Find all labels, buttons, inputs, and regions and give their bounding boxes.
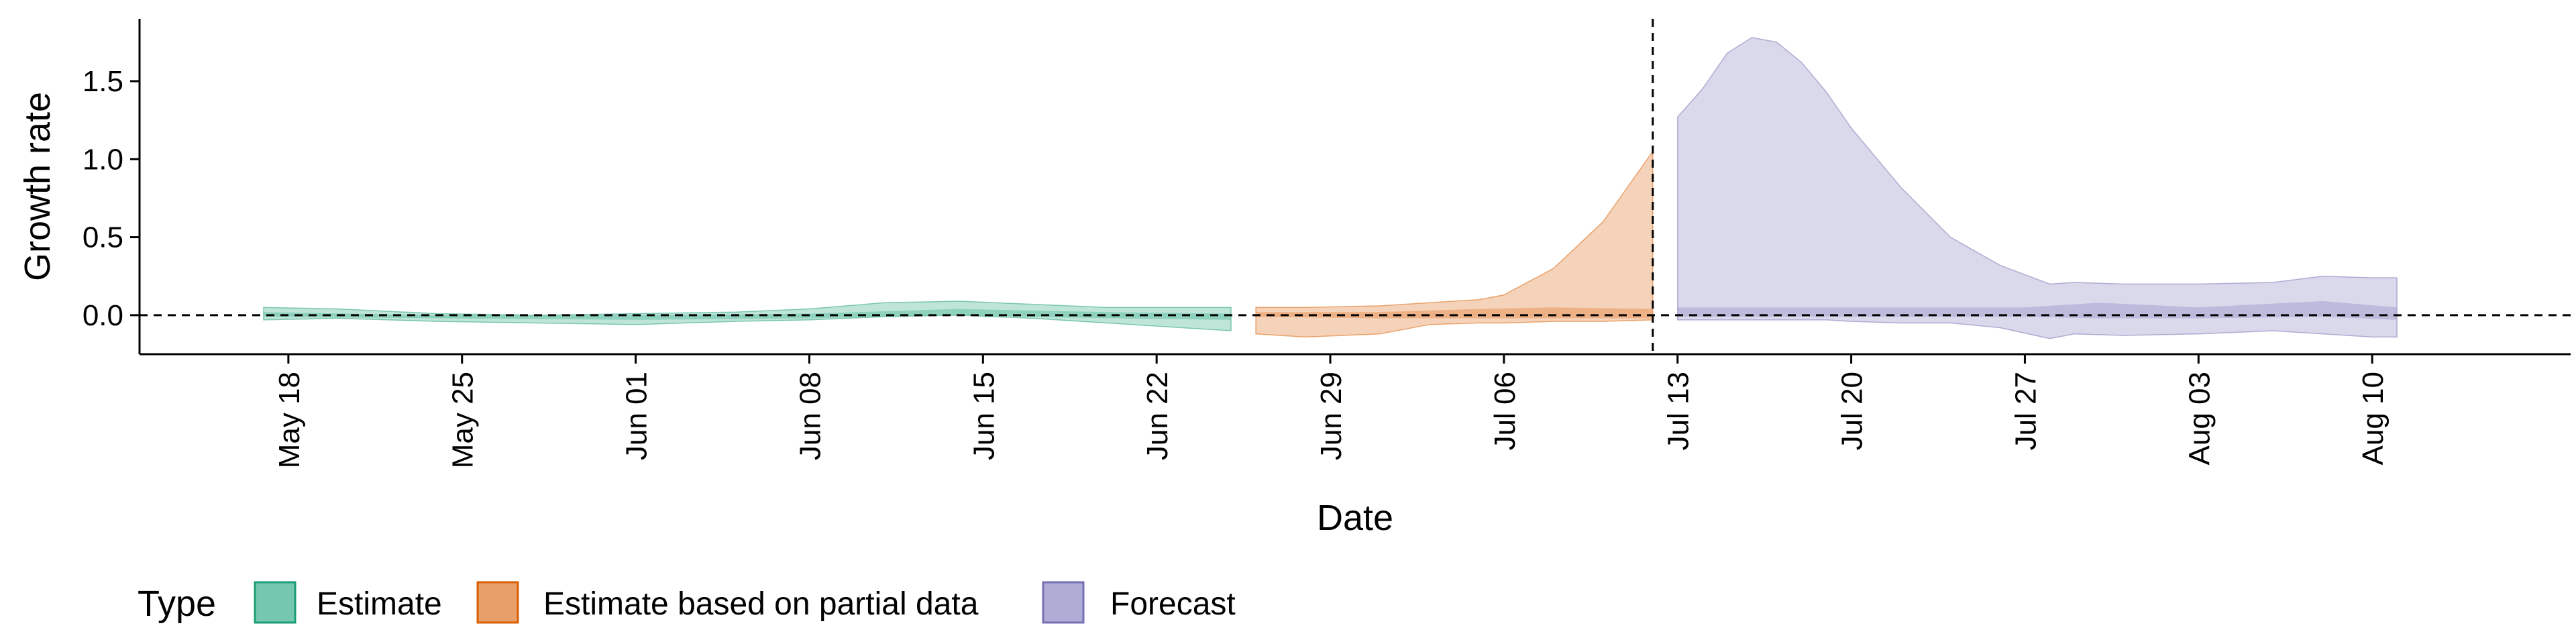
x-tick-label: Jul 27 <box>2009 372 2042 450</box>
x-tick-label: Jun 22 <box>1141 372 1174 460</box>
y-tick-label: 0.5 <box>83 221 123 254</box>
x-tick-label: Aug 10 <box>2357 372 2390 465</box>
axes: 0.0 0.5 1.0 1.5 May 18 May 25 Jun 01 Jun 08 Jun … <box>17 19 2571 538</box>
y-axis-title: Growth rate <box>17 92 58 281</box>
legend-key-estimate-based-on-partial-data <box>476 581 519 624</box>
band-outer-forecast <box>1676 37 2398 339</box>
plot-area <box>140 19 2571 354</box>
legend-label: Estimate based on partial data <box>543 586 979 622</box>
x-axis-title: Date <box>1317 498 1393 538</box>
x-tick-label: Jul 13 <box>1662 372 1695 450</box>
x-tick-label: Jun 08 <box>794 372 826 460</box>
x-tick-label: Jun 29 <box>1315 372 1348 460</box>
legend: Type Estimate Estimate based on partial da… <box>138 581 1236 624</box>
legend-label: Estimate <box>317 586 442 622</box>
x-tick-label: Jul 20 <box>1836 372 1869 450</box>
y-tick-label: 1.0 <box>83 143 123 176</box>
x-tick-label: May 18 <box>273 372 306 468</box>
y-tick-label: 1.5 <box>83 65 123 98</box>
x-tick-label: Jul 06 <box>1489 372 1521 450</box>
y-tick-label: 0.0 <box>83 299 123 332</box>
x-tick-label: Jun 15 <box>967 372 1000 460</box>
x-tick-label: May 25 <box>447 372 480 468</box>
x-tick-label: Jun 01 <box>621 372 653 460</box>
legend-key-estimate <box>254 581 297 624</box>
x-tick-label: Aug 03 <box>2183 372 2216 465</box>
legend-key-forecast <box>1042 581 1085 624</box>
legend-label: Forecast <box>1110 586 1236 622</box>
legend-title: Type <box>138 584 216 624</box>
